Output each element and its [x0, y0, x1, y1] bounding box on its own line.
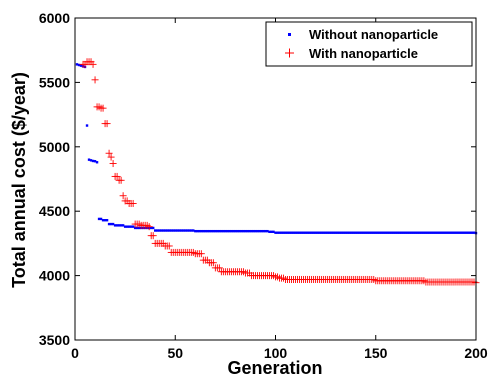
y-tick-label: 5500 [39, 74, 70, 90]
legend: Without nanoparticle With nanoparticle [266, 22, 472, 66]
legend-label-without-nanoparticle: Without nanoparticle [309, 27, 438, 42]
x-tick-label: 0 [71, 345, 79, 361]
data-point [106, 219, 108, 221]
legend-label-with-nanoparticle: With nanoparticle [309, 46, 418, 61]
y-tick-label: 3500 [39, 332, 70, 348]
y-tick-label: 5000 [39, 139, 70, 155]
x-axis-label: Generation [227, 358, 322, 378]
y-tick-label: 6000 [39, 10, 70, 26]
x-tick-label: 50 [167, 345, 183, 361]
x-tick-label: 200 [464, 345, 488, 361]
data-point [86, 124, 88, 126]
data-point [96, 161, 98, 163]
x-tick-label: 150 [364, 345, 388, 361]
y-axis-label: Total annual cost ($/year) [9, 72, 29, 288]
y-tick-label: 4000 [39, 268, 70, 284]
legend-marker-without-nanoparticle [288, 33, 291, 36]
y-tick-label: 4500 [39, 203, 70, 219]
